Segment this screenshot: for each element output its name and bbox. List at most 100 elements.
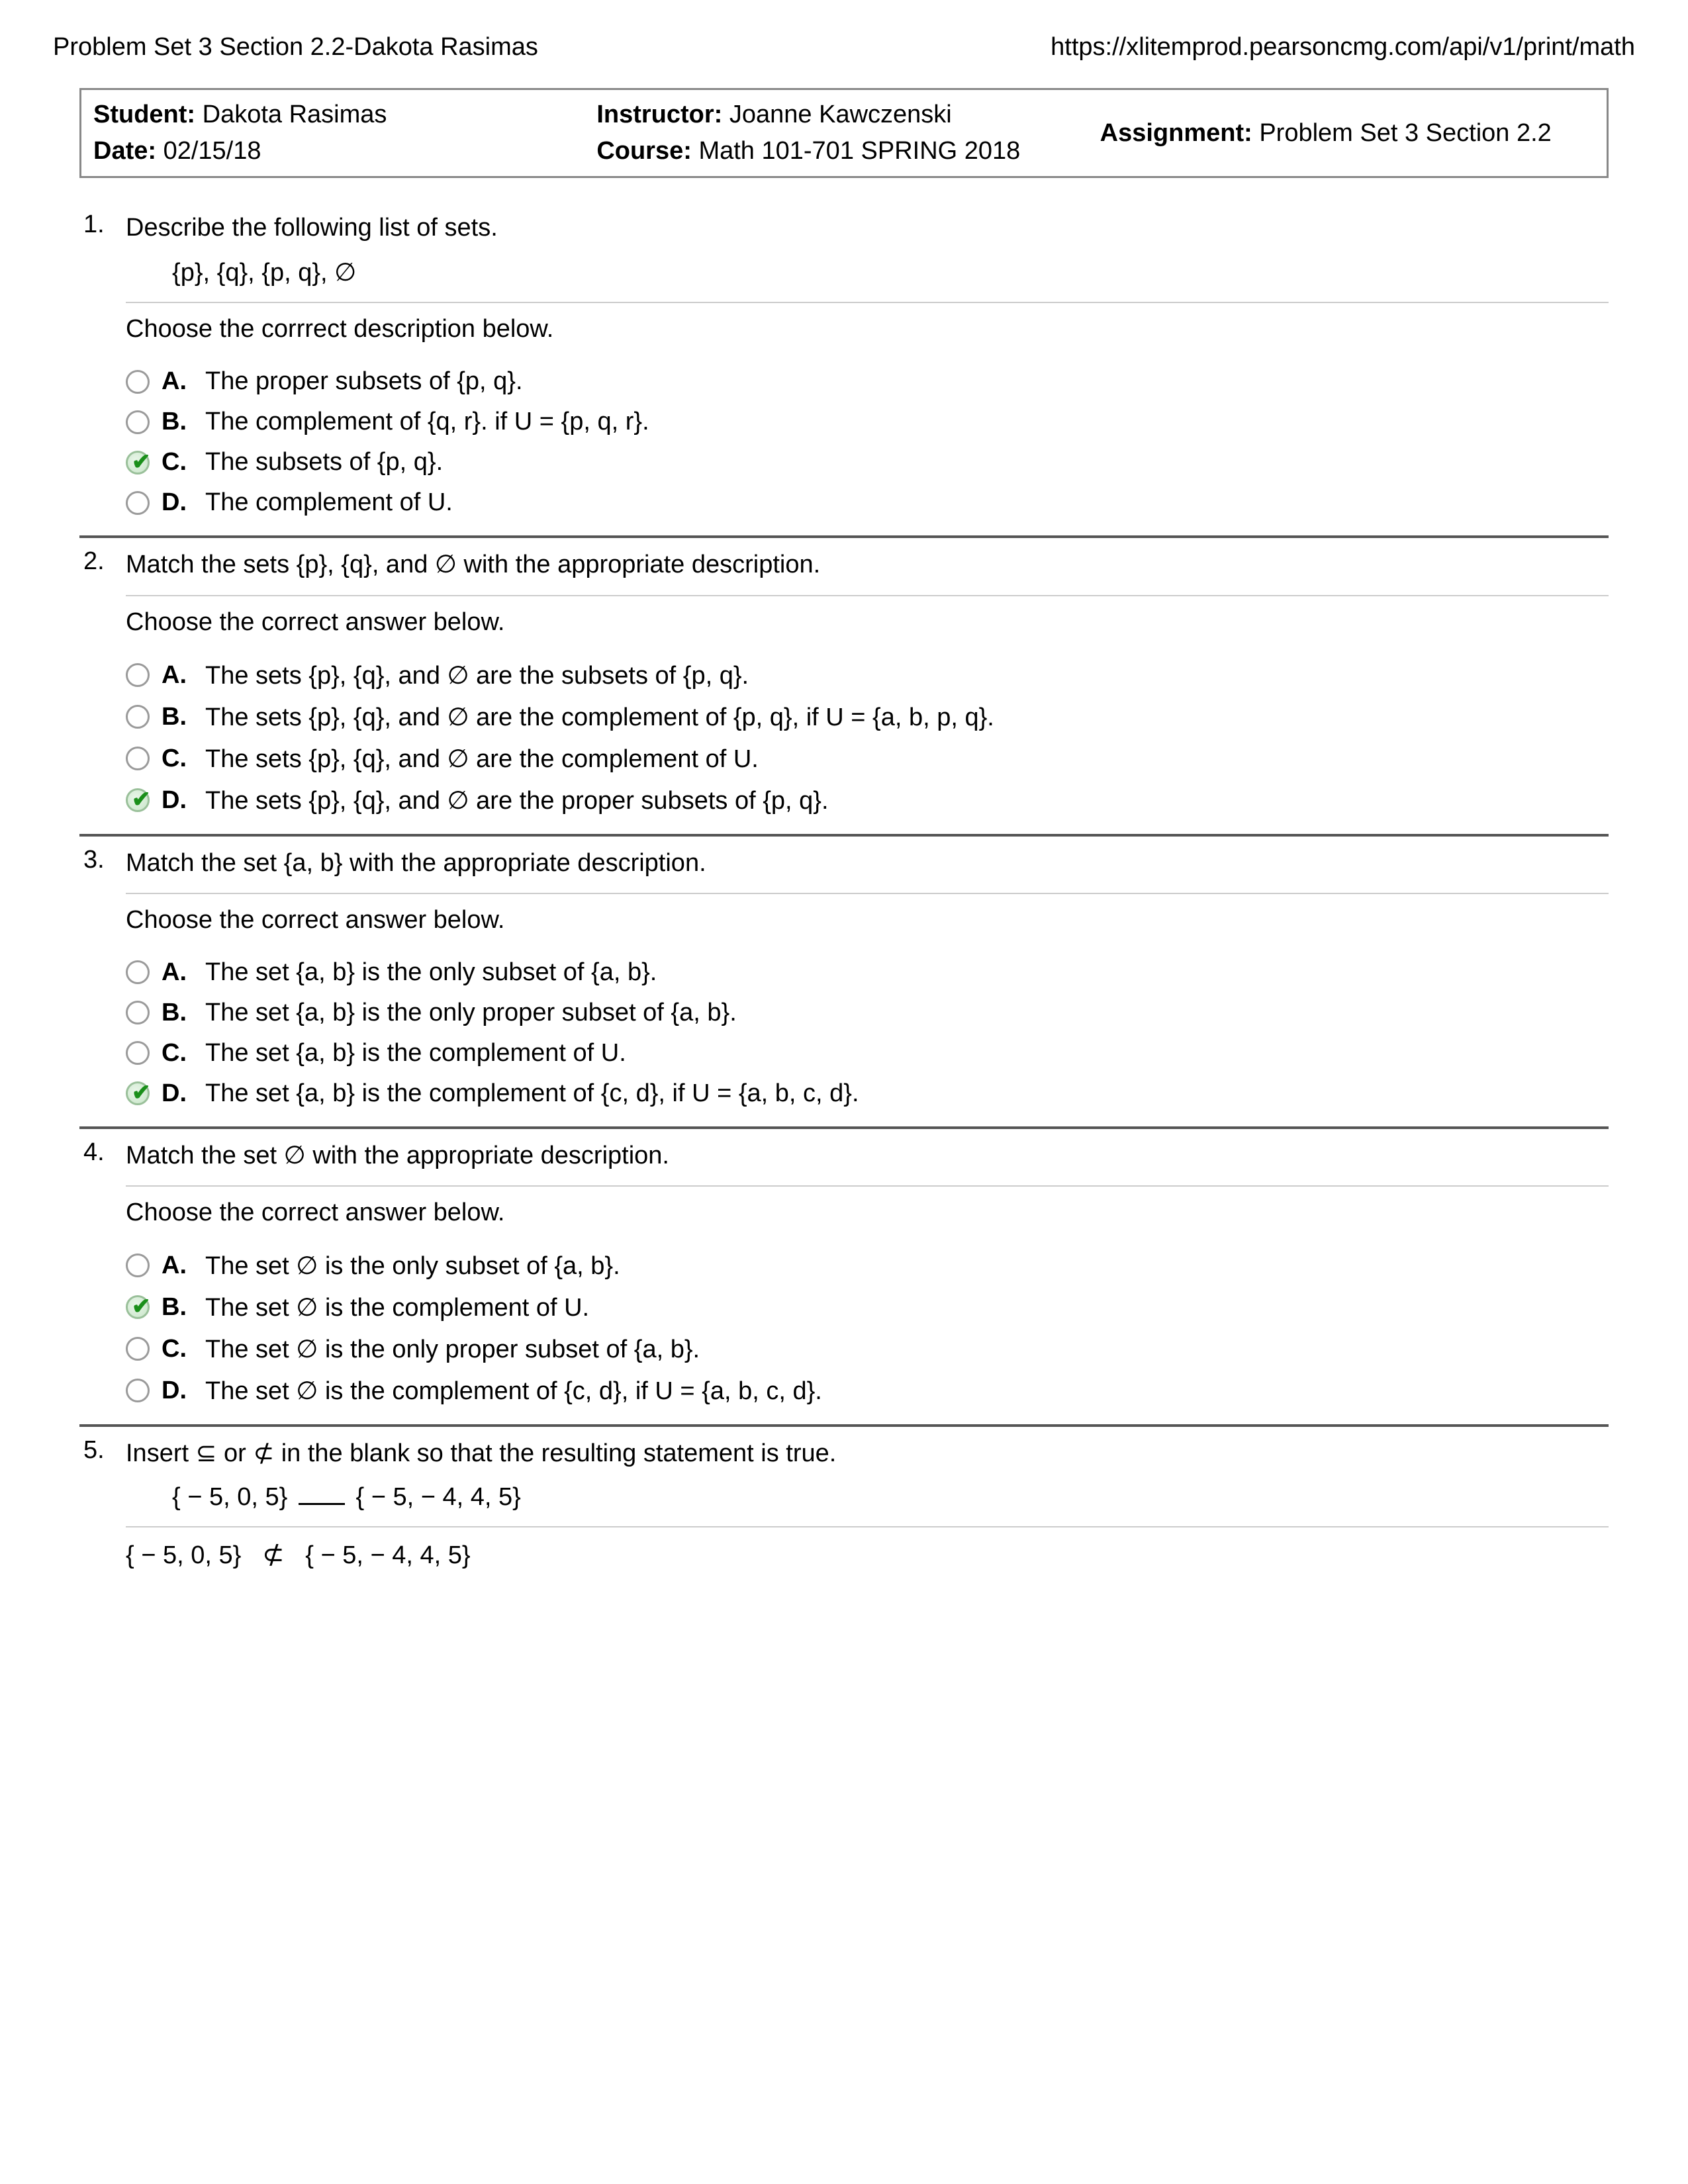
- course-name: Math 101-701 SPRING 2018: [698, 137, 1020, 165]
- choice-letter: A.: [162, 367, 193, 396]
- q4-choice-b[interactable]: B. The set ∅ is the complement of U.: [126, 1293, 1609, 1322]
- radio-icon[interactable]: [126, 1041, 150, 1065]
- choice-text: The complement of U.: [205, 488, 453, 517]
- choice-letter: D.: [162, 1079, 193, 1108]
- q5-right: { − 5, − 4, 4, 5}: [355, 1483, 520, 1511]
- radio-icon[interactable]: [126, 370, 150, 394]
- choice-letter: D.: [162, 1377, 193, 1405]
- q3-choice-d[interactable]: D. The set {a, b} is the complement of {…: [126, 1079, 1609, 1108]
- q1-choice-c[interactable]: C. The subsets of {p, q}.: [126, 448, 1609, 477]
- q3-choice-a[interactable]: A. The set {a, b} is the only subset of …: [126, 958, 1609, 987]
- q5-stem: Insert ⊆ or ⊄ in the blank so that the r…: [126, 1436, 1609, 1471]
- choice-letter: A.: [162, 958, 193, 987]
- q4-choices: A. The set ∅ is the only subset of {a, b…: [126, 1251, 1609, 1406]
- q3-prompt: Choose the correct answer below.: [126, 906, 1609, 934]
- date-label: Date:: [93, 137, 156, 165]
- radio-icon[interactable]: [126, 1253, 150, 1277]
- page-header: Problem Set 3 Section 2.2-Dakota Rasimas…: [40, 33, 1648, 62]
- blank-line[interactable]: [299, 1500, 345, 1505]
- q5-expression: { − 5, 0, 5} { − 5, − 4, 4, 5}: [172, 1483, 1609, 1512]
- choice-letter: A.: [162, 1251, 193, 1280]
- radio-icon-selected[interactable]: [126, 788, 150, 812]
- q2-choice-a[interactable]: A. The sets {p}, {q}, and ∅ are the subs…: [126, 660, 1609, 690]
- q5-ans-left: { − 5, 0, 5}: [126, 1541, 241, 1569]
- q2-choice-b[interactable]: B. The sets {p}, {q}, and ∅ are the comp…: [126, 702, 1609, 732]
- divider: [126, 1185, 1609, 1187]
- choice-letter: B.: [162, 999, 193, 1027]
- choice-text: The sets {p}, {q}, and ∅ are the proper …: [205, 786, 829, 815]
- radio-icon-selected[interactable]: [126, 1081, 150, 1105]
- choice-letter: B.: [162, 408, 193, 436]
- choice-letter: C.: [162, 745, 193, 773]
- radio-icon[interactable]: [126, 1379, 150, 1402]
- q2-choices: A. The sets {p}, {q}, and ∅ are the subs…: [126, 660, 1609, 815]
- radio-icon-selected[interactable]: [126, 1295, 150, 1319]
- q4-choice-d[interactable]: D. The set ∅ is the complement of {c, d}…: [126, 1376, 1609, 1406]
- choice-text: The set {a, b} is the complement of U.: [205, 1039, 626, 1068]
- question-4: 4. Match the set ∅ with the appropriate …: [79, 1129, 1609, 1427]
- header-right: https://xlitemprod.pearsoncmg.com/api/v1…: [1051, 33, 1635, 62]
- assignment-name: Problem Set 3 Section 2.2: [1259, 119, 1551, 147]
- q2-stem: Match the sets {p}, {q}, and ∅ with the …: [126, 547, 1609, 582]
- instructor-name: Joanne Kawczenski: [729, 101, 952, 128]
- info-col-course: Instructor: Joanne Kawczenski Course: Ma…: [585, 90, 1088, 176]
- q1-choice-d[interactable]: D. The complement of U.: [126, 488, 1609, 517]
- q3-choices: A. The set {a, b} is the only subset of …: [126, 958, 1609, 1108]
- choice-text: The set ∅ is the complement of U.: [205, 1293, 589, 1322]
- q1-stem: Describe the following list of sets.: [126, 210, 1609, 246]
- choice-text: The set ∅ is the complement of {c, d}, i…: [205, 1376, 822, 1406]
- student-name: Dakota Rasimas: [203, 101, 387, 128]
- page: Problem Set 3 Section 2.2-Dakota Rasimas…: [0, 0, 1688, 2184]
- q1-prompt: Choose the corrrect description below.: [126, 315, 1609, 343]
- radio-icon-selected[interactable]: [126, 451, 150, 475]
- choice-letter: C.: [162, 1335, 193, 1363]
- q3-stem: Match the set {a, b} with the appropriat…: [126, 846, 1609, 881]
- choice-text: The set ∅ is the only subset of {a, b}.: [205, 1251, 620, 1281]
- info-col-assignment: Assignment: Problem Set 3 Section 2.2: [1088, 90, 1607, 176]
- q3-number: 3.: [79, 846, 126, 874]
- q3-choice-b[interactable]: B. The set {a, b} is the only proper sub…: [126, 999, 1609, 1027]
- q5-number: 5.: [79, 1436, 126, 1465]
- q5-answer: { − 5, 0, 5} ⊄ { − 5, − 4, 4, 5}: [126, 1539, 1609, 1570]
- choice-text: The set {a, b} is the only proper subset…: [205, 999, 737, 1027]
- choice-text: The proper subsets of {p, q}.: [205, 367, 523, 396]
- choice-letter: B.: [162, 703, 193, 731]
- radio-icon[interactable]: [126, 491, 150, 515]
- radio-icon[interactable]: [126, 1337, 150, 1361]
- divider: [126, 595, 1609, 596]
- choice-text: The sets {p}, {q}, and ∅ are the complem…: [205, 744, 759, 774]
- header-left: Problem Set 3 Section 2.2-Dakota Rasimas: [53, 33, 538, 62]
- q5-ans-sym: ⊄: [262, 1540, 285, 1569]
- date-value: 02/15/18: [164, 137, 261, 165]
- radio-icon[interactable]: [126, 747, 150, 770]
- choice-letter: C.: [162, 448, 193, 477]
- q4-prompt: Choose the correct answer below.: [126, 1199, 1609, 1227]
- radio-icon[interactable]: [126, 1001, 150, 1024]
- radio-icon[interactable]: [126, 410, 150, 434]
- q4-choice-a[interactable]: A. The set ∅ is the only subset of {a, b…: [126, 1251, 1609, 1281]
- q2-choice-c[interactable]: C. The sets {p}, {q}, and ∅ are the comp…: [126, 744, 1609, 774]
- choice-letter: D.: [162, 786, 193, 815]
- q1-number: 1.: [79, 210, 126, 239]
- radio-icon[interactable]: [126, 960, 150, 984]
- choice-text: The sets {p}, {q}, and ∅ are the subsets…: [205, 660, 749, 690]
- q4-choice-c[interactable]: C. The set ∅ is the only proper subset o…: [126, 1334, 1609, 1364]
- choice-text: The set {a, b} is the complement of {c, …: [205, 1079, 859, 1108]
- instructor-label: Instructor:: [596, 101, 722, 128]
- q1-choice-b[interactable]: B. The complement of {q, r}. if U = {p, …: [126, 408, 1609, 436]
- choice-letter: B.: [162, 1293, 193, 1322]
- q5-ans-right: { − 5, − 4, 4, 5}: [305, 1541, 470, 1569]
- question-5: 5. Insert ⊆ or ⊄ in the blank so that th…: [79, 1427, 1609, 1588]
- question-2: 2. Match the sets {p}, {q}, and ∅ with t…: [79, 538, 1609, 836]
- q3-choice-c[interactable]: C. The set {a, b} is the complement of U…: [126, 1039, 1609, 1068]
- choice-text: The set {a, b} is the only subset of {a,…: [205, 958, 657, 987]
- radio-icon[interactable]: [126, 663, 150, 687]
- radio-icon[interactable]: [126, 705, 150, 729]
- choice-letter: A.: [162, 661, 193, 690]
- student-label: Student:: [93, 101, 195, 128]
- choice-text: The set ∅ is the only proper subset of {…: [205, 1334, 700, 1364]
- q1-choice-a[interactable]: A. The proper subsets of {p, q}.: [126, 367, 1609, 396]
- q2-choice-d[interactable]: D. The sets {p}, {q}, and ∅ are the prop…: [126, 786, 1609, 815]
- assignment-label: Assignment:: [1100, 119, 1252, 147]
- choice-text: The subsets of {p, q}.: [205, 448, 443, 477]
